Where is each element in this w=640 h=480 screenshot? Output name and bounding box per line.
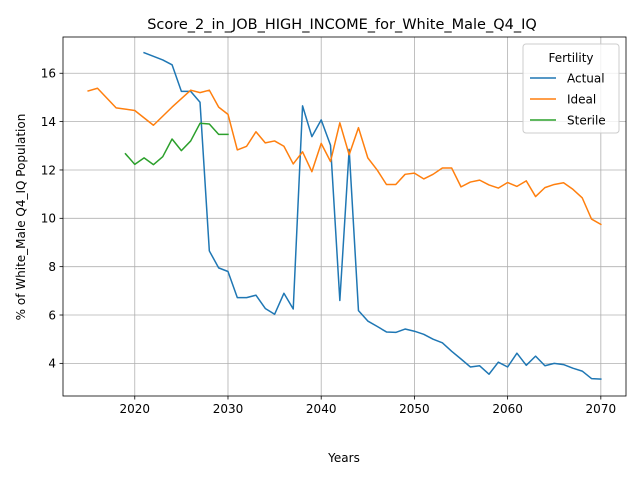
series-layer [87,51,602,380]
y-tick-label: 6 [48,308,56,322]
x-tick-label: 2050 [399,402,430,416]
series-line-sterile [124,122,229,166]
x-tick-label: 2040 [306,402,337,416]
x-tick-label: 2020 [119,402,150,416]
y-tick-label: 16 [41,67,56,81]
x-axis-label: Years [327,451,360,465]
legend-title: Fertility [548,51,593,65]
legend: Fertility Actual Ideal Sterile [522,43,620,134]
chart-title: Score_2_in_JOB_HIGH_INCOME_for_White_Mal… [147,17,537,33]
legend-box [522,43,620,134]
x-tick-label: 2070 [586,402,617,416]
axis-ticks: 2020 2030 2040 2050 2060 2070 4 6 8 10 12 14 16 [41,67,616,416]
series-line-ideal [87,87,602,226]
y-tick-label: 8 [48,260,56,274]
y-tick-label: 10 [41,212,56,226]
y-axis-label: % of White_Male Q4_IQ Population [14,114,28,321]
legend-label-actual: Actual [567,71,605,85]
x-tick-label: 2060 [492,402,523,416]
legend-items: Actual Ideal Sterile [530,71,606,127]
y-tick-label: 12 [41,163,56,177]
y-tick-label: 4 [48,357,56,371]
legend-label-sterile: Sterile [567,113,606,127]
series-line-actual [143,51,602,380]
x-tick-label: 2030 [213,402,244,416]
plot-frame [62,36,627,397]
legend-label-ideal: Ideal [567,92,596,106]
y-tick-label: 14 [41,115,56,129]
